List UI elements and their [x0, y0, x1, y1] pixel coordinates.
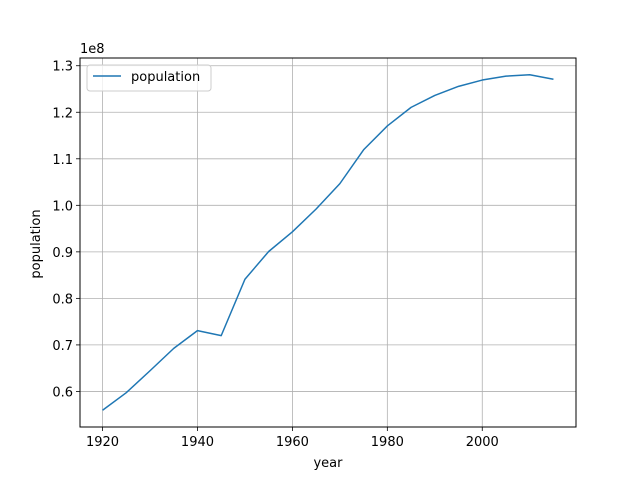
x-tick-label: 1980 — [371, 435, 404, 450]
y-tick-label: 1.3 — [52, 60, 73, 75]
y-tick-label: 1.0 — [52, 199, 73, 214]
plot-frame — [79, 57, 577, 428]
x-tick-label: 1920 — [86, 435, 119, 450]
y-offset-label: 1e8 — [80, 42, 105, 57]
legend-label: population — [131, 70, 200, 85]
y-tick-label: 1.2 — [52, 106, 73, 121]
series-line-population — [102, 74, 554, 411]
x-axis-label: year — [313, 456, 343, 471]
grid — [80, 58, 576, 427]
x-tick-label: 1960 — [276, 435, 309, 450]
y-axis-ticks: 0.6 0.7 0.8 0.9 1.0 1.1 1.2 1.3 — [52, 60, 80, 400]
y-axis-label: population — [29, 209, 44, 278]
y-tick-label: 0.8 — [52, 292, 73, 307]
series-layer — [102, 74, 554, 411]
y-tick-label: 0.6 — [52, 385, 73, 400]
legend: population — [86, 64, 212, 92]
y-tick-label: 0.9 — [52, 246, 73, 261]
y-tick-label: 0.7 — [52, 339, 73, 354]
x-axis-ticks: 1920 1940 1960 1980 2000 — [86, 427, 499, 450]
x-tick-label: 2000 — [466, 435, 499, 450]
y-tick-label: 1.1 — [52, 153, 73, 168]
x-tick-label: 1940 — [181, 435, 214, 450]
legend-box — [86, 64, 212, 92]
